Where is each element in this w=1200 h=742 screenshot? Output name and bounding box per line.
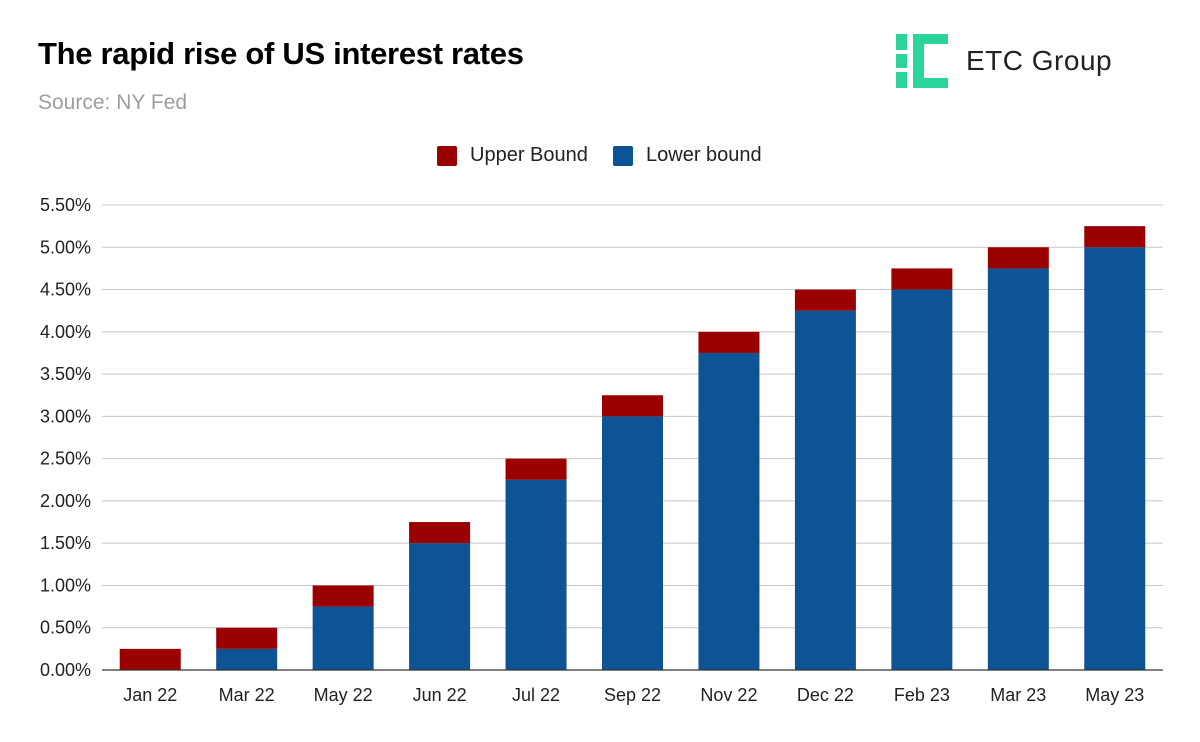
bar-upper-bound [119, 648, 181, 670]
x-tick-label: Jan 22 [123, 685, 177, 705]
bar-lower-bound [987, 268, 1049, 670]
x-tick-label: Jun 22 [413, 685, 467, 705]
chart-subtitle: Source: NY Fed [38, 91, 188, 114]
bar-lower-bound [891, 289, 953, 670]
bar-upper-bound [794, 289, 856, 311]
x-tick-label: May 22 [314, 685, 373, 705]
y-tick-label: 0.00% [40, 660, 91, 680]
y-tick-label: 2.00% [40, 491, 91, 511]
legend-label-lower-bound: Lower bound [646, 144, 762, 166]
bar-upper-bound [505, 458, 567, 480]
bar-upper-bound [216, 627, 278, 649]
legend-swatch-upper-bound [437, 146, 457, 166]
etc-group-logo-mark-icon [896, 34, 948, 88]
bar-upper-bound [312, 585, 374, 607]
x-tick-label: Mar 22 [219, 685, 275, 705]
logo-wordmark: ETC Group [966, 45, 1113, 76]
bar-lower-bound [698, 352, 760, 670]
bar-lower-bound [602, 416, 663, 670]
bar-upper-bound [987, 247, 1049, 269]
bar-lower-bound [1084, 247, 1146, 670]
x-tick-label: Mar 23 [990, 685, 1046, 705]
bar-lower-bound [794, 310, 856, 670]
bar-upper-bound [698, 331, 760, 353]
y-tick-label: 0.50% [40, 618, 91, 638]
x-tick-label: Feb 23 [894, 685, 950, 705]
legend-swatch-lower-bound [613, 146, 633, 166]
bar-lower-bound [216, 648, 278, 670]
bar-upper-bound [602, 395, 663, 417]
x-tick-label: May 23 [1085, 685, 1144, 705]
legend-label-upper-bound: Upper Bound [470, 144, 588, 166]
y-tick-label: 4.00% [40, 322, 91, 342]
x-tick-label: Jul 22 [512, 685, 560, 705]
bar-lower-bound [409, 543, 471, 670]
bar-lower-bound [312, 606, 374, 670]
bar-upper-bound [409, 522, 471, 544]
y-tick-label: 4.50% [40, 280, 91, 300]
y-tick-label: 1.00% [40, 575, 91, 595]
x-tick-label: Sep 22 [604, 685, 661, 705]
x-tick-label: Dec 22 [797, 685, 854, 705]
y-tick-label: 3.50% [40, 364, 91, 384]
y-tick-label: 1.50% [40, 533, 91, 553]
chart-title: The rapid rise of US interest rates [38, 36, 524, 71]
y-tick-label: 5.50% [40, 195, 91, 215]
bar-lower-bound [505, 479, 567, 670]
y-tick-label: 2.50% [40, 449, 91, 469]
etc-group-logo: ETC Group [896, 34, 1156, 90]
bar-upper-bound [1084, 226, 1146, 248]
y-tick-label: 5.00% [40, 237, 91, 257]
y-tick-label: 3.00% [40, 406, 91, 426]
x-tick-label: Nov 22 [700, 685, 757, 705]
bar-upper-bound [891, 268, 953, 290]
